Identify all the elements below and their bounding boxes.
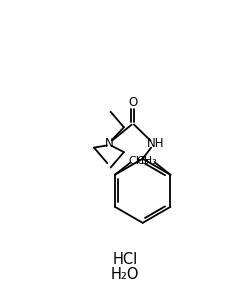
Text: O: O	[128, 96, 137, 109]
Text: N: N	[105, 137, 114, 150]
Text: H₂O: H₂O	[111, 267, 139, 282]
Text: CH₃: CH₃	[128, 156, 149, 166]
Text: CH₃: CH₃	[136, 156, 157, 166]
Text: HCl: HCl	[112, 252, 138, 267]
Text: NH: NH	[147, 137, 165, 150]
